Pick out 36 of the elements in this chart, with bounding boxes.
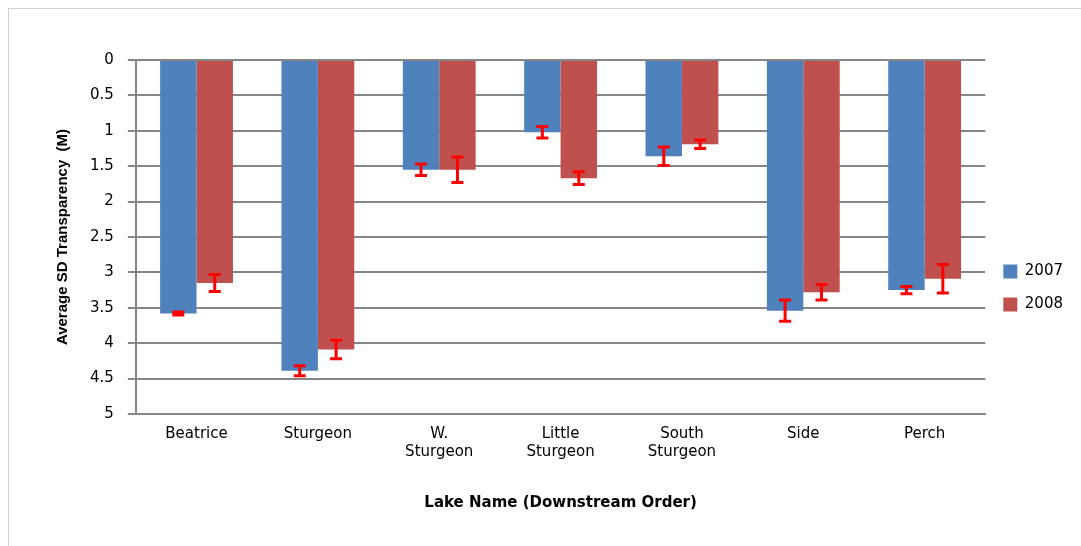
y-tick-label: 1 [104, 120, 114, 139]
bar [402, 61, 440, 170]
bar [803, 61, 840, 293]
y-tick-label: 1.5 [90, 156, 114, 175]
x-tick-label: South Sturgeon [647, 423, 717, 460]
y-tick-label: 4 [104, 333, 114, 352]
bar [924, 61, 962, 279]
bar [888, 61, 925, 291]
x-axis-title: Lake Name (Downstream Order) [424, 492, 697, 511]
y-tick-label: 4.5 [90, 368, 114, 387]
y-tick-label: 3 [104, 262, 114, 281]
x-tick-label: Sturgeon [283, 423, 353, 442]
bar [281, 61, 318, 371]
bar [160, 61, 197, 314]
y-axis-title: Average SD Transparency (M) [53, 128, 71, 346]
y-tick-label: 5 [104, 403, 114, 422]
bar [439, 61, 476, 170]
x-tick-label: Little Sturgeon [526, 423, 595, 460]
y-tick-label: 2 [104, 191, 114, 210]
legend-label: 2008 [1024, 294, 1064, 313]
y-tick-label: 0 [104, 49, 114, 68]
x-tick-label: Beatrice [165, 423, 228, 442]
x-tick-label: Side [787, 423, 820, 442]
x-tick-label: W. Sturgeon [405, 423, 474, 460]
bar [766, 61, 804, 311]
y-tick-label: 2.5 [90, 226, 114, 245]
bar [317, 61, 355, 350]
bar [560, 61, 597, 179]
bar [681, 61, 719, 145]
y-tick-label: 0.5 [90, 85, 114, 104]
bar [196, 61, 233, 284]
bar [645, 61, 682, 157]
x-tick-label: Perch [903, 423, 946, 442]
y-tick-label: 3.5 [90, 297, 114, 316]
bar [524, 61, 561, 133]
legend-label: 2007 [1024, 261, 1064, 280]
